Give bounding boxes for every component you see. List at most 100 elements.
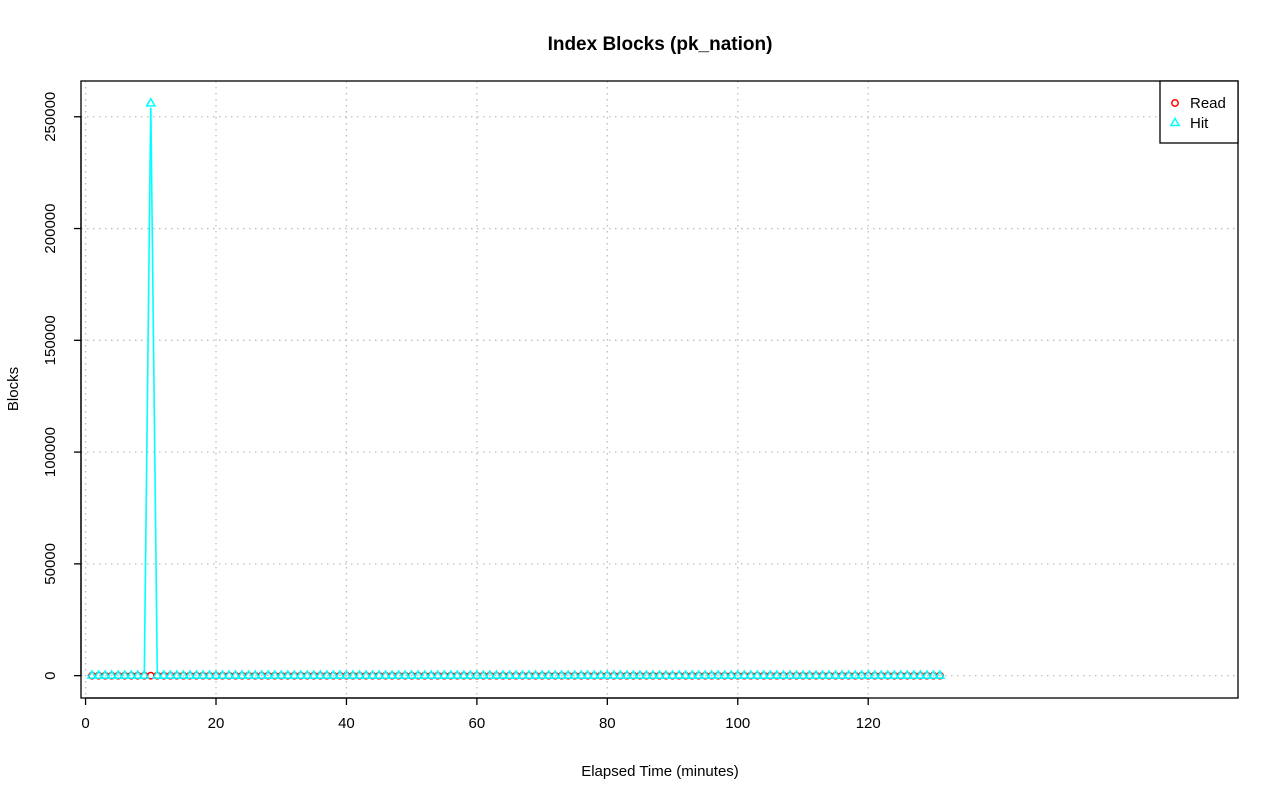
x-tick-label: 120 (856, 715, 881, 732)
point-hit (823, 669, 835, 679)
point-hit (725, 669, 737, 679)
point-hit (758, 669, 770, 679)
point-hit (817, 669, 828, 679)
point-hit (373, 669, 385, 679)
point-hit (93, 669, 105, 679)
point-hit (667, 669, 678, 679)
point-hit (412, 669, 424, 679)
plot-frame (80, 80, 1239, 699)
point-hit (341, 669, 352, 679)
point-hit (595, 669, 607, 679)
point-hit (777, 669, 789, 679)
point-hit (393, 669, 405, 679)
point-hit (588, 669, 600, 679)
point-hit (738, 669, 750, 679)
point-hit (621, 669, 633, 679)
point-hit (86, 669, 98, 679)
point-hit (856, 669, 868, 679)
point-hit (764, 669, 776, 679)
legend-box (1159, 80, 1239, 144)
y-axis-label: Blocks (5, 367, 22, 411)
point-hit (836, 669, 848, 679)
legend-label-read: Read (1190, 95, 1226, 112)
point-hit (406, 669, 418, 679)
point-hit (830, 669, 842, 679)
x-tick-label: 0 (81, 715, 89, 732)
point-hit (804, 669, 815, 679)
point-hit (745, 669, 757, 679)
point-hit (327, 669, 339, 679)
point-hit (347, 669, 359, 679)
point-hit (236, 669, 248, 679)
point-hit (523, 669, 535, 679)
point-hit (549, 669, 561, 679)
point-hit (223, 669, 235, 679)
x-axis-label: Elapsed Time (minutes) (581, 763, 739, 780)
point-hit (451, 669, 463, 679)
point-hit (138, 669, 150, 679)
point-hit (177, 669, 189, 679)
point-hit (491, 669, 502, 679)
point-hit (575, 669, 587, 679)
point-hit (614, 669, 626, 679)
legend-label-hit: Hit (1190, 115, 1209, 132)
point-hit (99, 669, 111, 679)
point-hit (510, 669, 522, 679)
point-hit (425, 669, 437, 679)
point-hit (458, 669, 470, 679)
point-hit (301, 669, 313, 679)
point-hit (464, 669, 476, 679)
point-hit (869, 669, 881, 679)
point-hit (751, 669, 763, 679)
point-hit (706, 669, 718, 679)
point-hit (438, 669, 450, 679)
point-hit (314, 669, 326, 679)
point-hit (125, 669, 137, 679)
point-hit (556, 669, 568, 679)
point-hit (484, 669, 496, 679)
point-hit (862, 669, 874, 679)
point-hit (582, 669, 594, 679)
point-hit (119, 669, 131, 679)
point-hit (243, 669, 255, 679)
point-hit (771, 669, 783, 679)
point-hit (712, 669, 724, 679)
point-hit (530, 669, 542, 679)
point-hit (386, 669, 398, 679)
x-axis: 0 20 40 60 80 100 120 (81, 697, 881, 732)
point-hit (308, 669, 320, 679)
point-hit (843, 669, 855, 679)
point-hit (497, 669, 509, 679)
y-tick-label: 100000 (42, 427, 59, 477)
point-hit (106, 669, 118, 679)
point-hit (321, 669, 333, 679)
point-hit (627, 669, 639, 679)
point-hit (477, 669, 489, 679)
point-hit (504, 669, 515, 679)
series-layer (86, 97, 946, 680)
point-hit (288, 669, 300, 679)
point-hit (569, 669, 581, 679)
point-hit (190, 669, 202, 679)
point-hit (562, 669, 574, 679)
point-hit (275, 669, 287, 679)
point-hit (810, 669, 822, 679)
x-tick-label: 20 (208, 715, 225, 732)
point-hit (849, 669, 861, 679)
point-hit (269, 669, 281, 679)
point-hit (699, 669, 711, 679)
point-hit (360, 669, 372, 679)
point-hit (249, 669, 261, 679)
point-hit (791, 669, 802, 679)
y-tick-label: 0 (42, 671, 59, 679)
grid (81, 81, 1238, 698)
point-hit (719, 669, 731, 679)
point-hit (171, 669, 183, 679)
y-tick-label: 50000 (42, 543, 59, 585)
y-axis: 0 50000 100000 150000 200000 250000 (42, 92, 82, 680)
point-hit (673, 669, 685, 679)
legend-marker-hit (1169, 116, 1181, 127)
point-hit (647, 669, 659, 679)
point-hit (217, 669, 228, 679)
